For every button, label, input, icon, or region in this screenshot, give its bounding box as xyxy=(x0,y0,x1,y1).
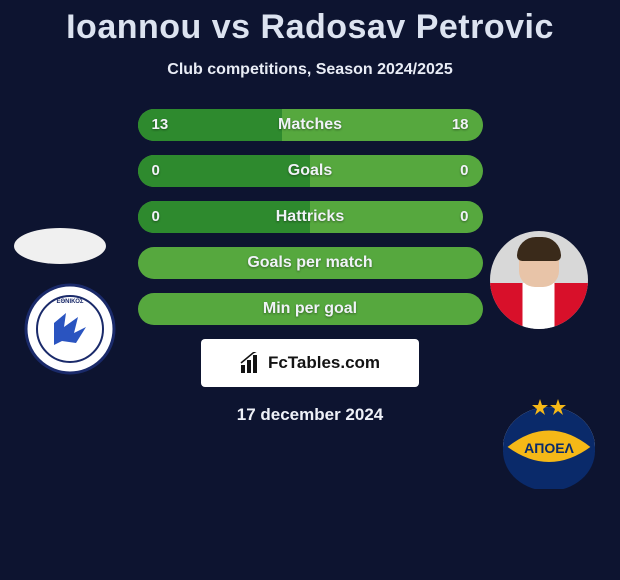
stat-row-hattricks: 0 Hattricks 0 xyxy=(138,201,483,233)
stat-row-min-per-goal: Min per goal xyxy=(138,293,483,325)
chart-icon xyxy=(240,352,262,374)
stat-bars: 13 Matches 18 0 Goals 0 0 Hattricks 0 Go… xyxy=(138,109,483,325)
player-right-avatar xyxy=(490,231,588,329)
stat-row-goals-per-match: Goals per match xyxy=(138,247,483,279)
stat-right-value: 18 xyxy=(452,109,469,141)
stat-row-goals: 0 Goals 0 xyxy=(138,155,483,187)
watermark-badge: FcTables.com xyxy=(201,339,419,387)
svg-text:ΑΠΟΕΛ: ΑΠΟΕΛ xyxy=(524,440,574,456)
stat-label: Hattricks xyxy=(138,201,483,233)
stat-label: Goals per match xyxy=(138,247,483,279)
player-left-avatar xyxy=(14,228,106,264)
comparison-content: ΕΘΝΙΚΟΣ ΑΠΟΕΛ 13 Matches 18 0 Goals 0 xyxy=(0,109,620,425)
stat-row-matches: 13 Matches 18 xyxy=(138,109,483,141)
page-title: Ioannou vs Radosav Petrovic xyxy=(0,0,620,47)
svg-text:ΕΘΝΙΚΟΣ: ΕΘΝΙΚΟΣ xyxy=(57,299,84,305)
player-right-crest: ΑΠΟΕΛ xyxy=(500,397,598,489)
player-left-crest: ΕΘΝΙΚΟΣ xyxy=(24,283,116,375)
stat-right-value: 0 xyxy=(460,155,468,187)
stat-right-value: 0 xyxy=(460,201,468,233)
stat-label: Goals xyxy=(138,155,483,187)
watermark-text: FcTables.com xyxy=(268,353,380,373)
subtitle: Club competitions, Season 2024/2025 xyxy=(0,61,620,79)
stat-label: Min per goal xyxy=(138,293,483,325)
stat-label: Matches xyxy=(138,109,483,141)
